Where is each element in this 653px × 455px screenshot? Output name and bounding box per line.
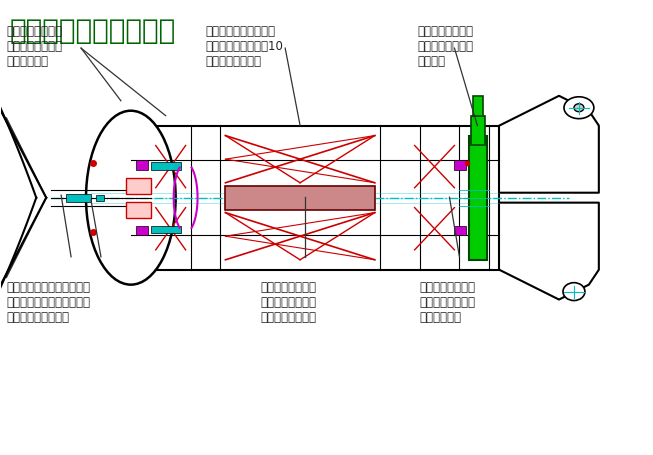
- Bar: [96, 195, 104, 201]
- Bar: [66, 194, 91, 202]
- Bar: [470, 136, 487, 260]
- Bar: [473, 96, 483, 116]
- Text: 独特的电缆密封设
计，排除了电缆漏
水的隐患: 独特的电缆密封设 计，排除了电缆漏 水的隐患: [418, 25, 473, 68]
- Text: 潜水搅拌机结构与特点: 潜水搅拌机结构与特点: [9, 17, 176, 45]
- Bar: [136, 226, 148, 236]
- Bar: [151, 162, 181, 171]
- Bar: [151, 226, 181, 234]
- Bar: [131, 126, 500, 270]
- Text: 高质量进口一次性润滑
轴承，设计使用寿命10
万小时，运转无忧: 高质量进口一次性润滑 轴承，设计使用寿命10 万小时，运转无忧: [206, 25, 283, 68]
- Ellipse shape: [574, 105, 584, 112]
- Text: 电机轴采用不锈钢
材质，转子经动平
衡检测，运转平稳: 电机轴采用不锈钢 材质，转子经动平 衡检测，运转平稳: [261, 280, 316, 323]
- Bar: [454, 226, 466, 236]
- Text: 不锈钢冲压式焊接叶轮，经
优化设计叶片呈后掠式，效
率高，具有自洁功能: 不锈钢冲压式焊接叶轮，经 优化设计叶片呈后掠式，效 率高，具有自洁功能: [7, 280, 90, 323]
- Ellipse shape: [86, 111, 176, 285]
- Bar: [126, 178, 151, 194]
- Text: 两道独立的机械密
封，保证潜水电机
长期可靠运行: 两道独立的机械密 封，保证潜水电机 长期可靠运行: [7, 25, 63, 68]
- Bar: [136, 161, 148, 171]
- Ellipse shape: [563, 283, 585, 301]
- Text: 内部设有泄漏传感
器和定子绕组超温
保护报警装置: 内部设有泄漏传感 器和定子绕组超温 保护报警装置: [420, 280, 475, 323]
- Bar: [454, 161, 466, 171]
- Ellipse shape: [564, 97, 594, 119]
- Bar: [471, 116, 485, 146]
- Bar: [225, 187, 375, 210]
- Bar: [126, 202, 151, 218]
